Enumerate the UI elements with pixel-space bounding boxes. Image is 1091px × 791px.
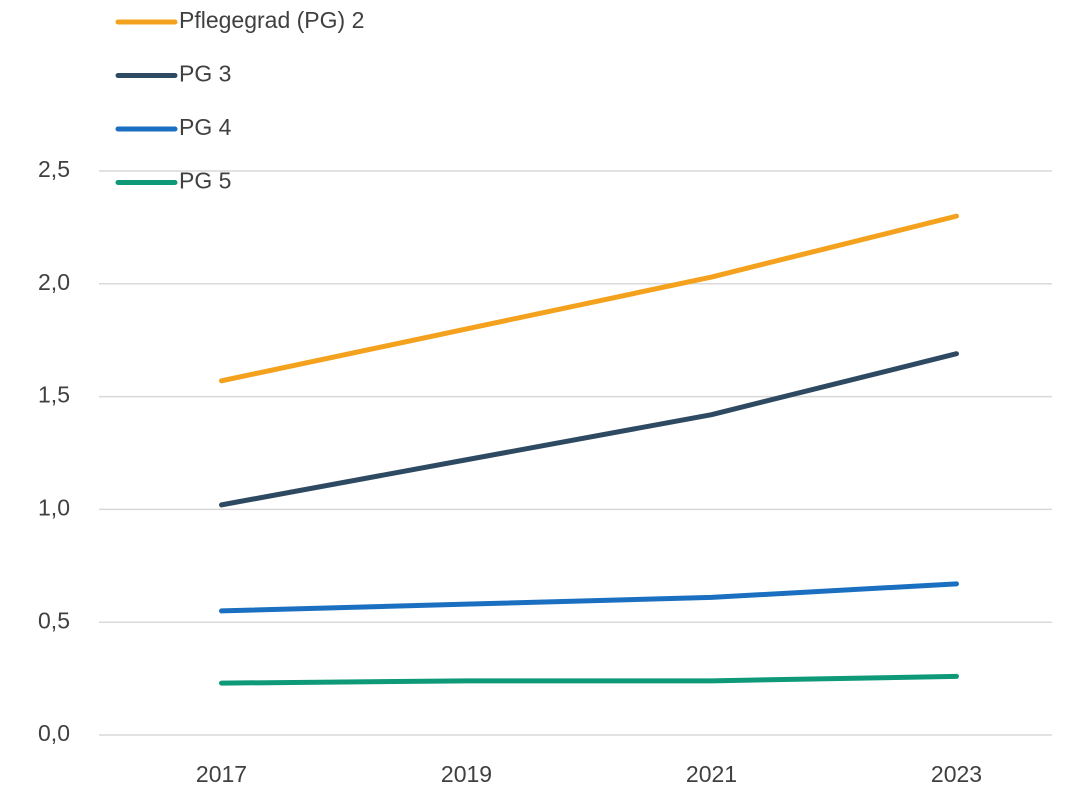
y-tick-label: 2,5 xyxy=(38,156,70,182)
legend-label: Pflegegrad (PG) 2 xyxy=(179,7,364,33)
legend-label: PG 5 xyxy=(179,168,231,194)
x-tick-label: 2017 xyxy=(196,761,247,787)
y-tick-label: 1,0 xyxy=(38,494,70,520)
series-line xyxy=(219,213,959,384)
legend-label: PG 4 xyxy=(179,114,232,140)
series-line xyxy=(219,351,959,508)
series-line xyxy=(219,581,959,614)
x-tick-label: 2021 xyxy=(686,761,737,787)
legend-label: PG 3 xyxy=(179,61,231,87)
y-tick-label: 1,5 xyxy=(38,382,70,408)
y-tick-label: 0,5 xyxy=(38,607,70,633)
y-tick-label: 0,0 xyxy=(38,720,70,746)
y-tick-label: 2,0 xyxy=(38,269,70,295)
x-tick-label: 2023 xyxy=(931,761,982,787)
x-tick-label: 2019 xyxy=(441,761,492,787)
series-line xyxy=(219,673,959,686)
